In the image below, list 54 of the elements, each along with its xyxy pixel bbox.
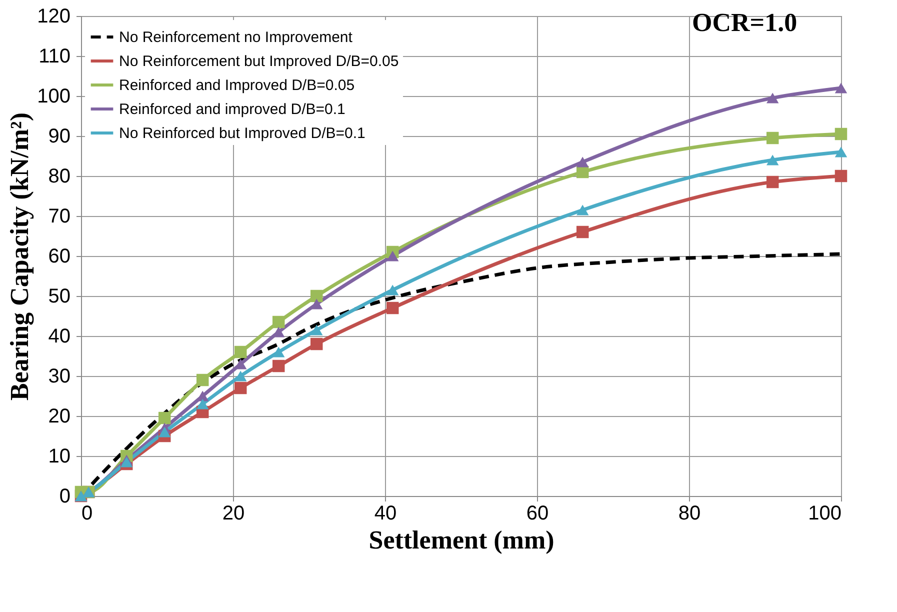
legend-label: Reinforced and Improved D/B=0.05: [119, 77, 355, 94]
point: [834, 170, 848, 182]
point: [158, 426, 171, 438]
x-tick-label: 100: [808, 502, 842, 524]
y-axis-title: Bearing Capacity (kN/m²): [5, 112, 34, 400]
point: [310, 298, 323, 310]
x-tick-label: 80: [678, 502, 701, 524]
point: [386, 302, 399, 314]
y-tick-label: 50: [48, 286, 70, 308]
point: [834, 128, 848, 140]
point: [234, 346, 247, 358]
point: [766, 132, 779, 144]
y-tick-label: 40: [48, 326, 70, 348]
point: [158, 412, 171, 424]
point: [310, 324, 323, 336]
point: [576, 156, 589, 168]
point: [576, 204, 589, 216]
y-tick-label: 100: [37, 86, 70, 108]
legend-label: No Reinforcement but Improved D/B=0.05: [119, 53, 399, 70]
legend-label: Reinforced and improved D/B=0.1: [119, 101, 346, 118]
legend-label: No Reinforced but Improved D/B=0.1: [119, 125, 366, 142]
y-tick-label: 0: [59, 486, 70, 508]
x-axis-title: Settlement (mm): [368, 526, 554, 554]
point: [310, 338, 323, 350]
point: [386, 284, 399, 296]
point: [766, 176, 779, 188]
y-tick-label: 120: [37, 6, 70, 28]
legend-label: No Reinforcement no Improvement: [119, 29, 354, 46]
point: [272, 346, 285, 358]
x-tick-label: 20: [222, 502, 245, 524]
y-tick-label: 30: [48, 366, 70, 388]
point: [834, 82, 848, 94]
chart-title: OCR=1.0: [692, 8, 798, 37]
point: [196, 398, 209, 410]
point: [576, 226, 589, 238]
point: [834, 146, 848, 158]
y-tick-label: 20: [48, 406, 70, 428]
x-tick-label: 60: [526, 502, 549, 524]
y-tick-label: 110: [38, 46, 70, 68]
y-tick-label: 10: [48, 446, 70, 468]
y-tick-label: 80: [48, 166, 70, 188]
point: [766, 92, 779, 104]
x-tick-label: 40: [374, 502, 397, 524]
point: [272, 360, 285, 372]
point: [196, 374, 209, 386]
y-tick-label: 60: [48, 246, 70, 268]
point: [310, 290, 323, 302]
point: [386, 250, 399, 262]
point: [234, 382, 247, 394]
y-tick-label: 90: [48, 126, 70, 148]
point: [272, 316, 285, 328]
x-tick-label: 0: [82, 502, 93, 524]
point: [766, 154, 779, 166]
y-tick-label: 70: [48, 206, 70, 228]
